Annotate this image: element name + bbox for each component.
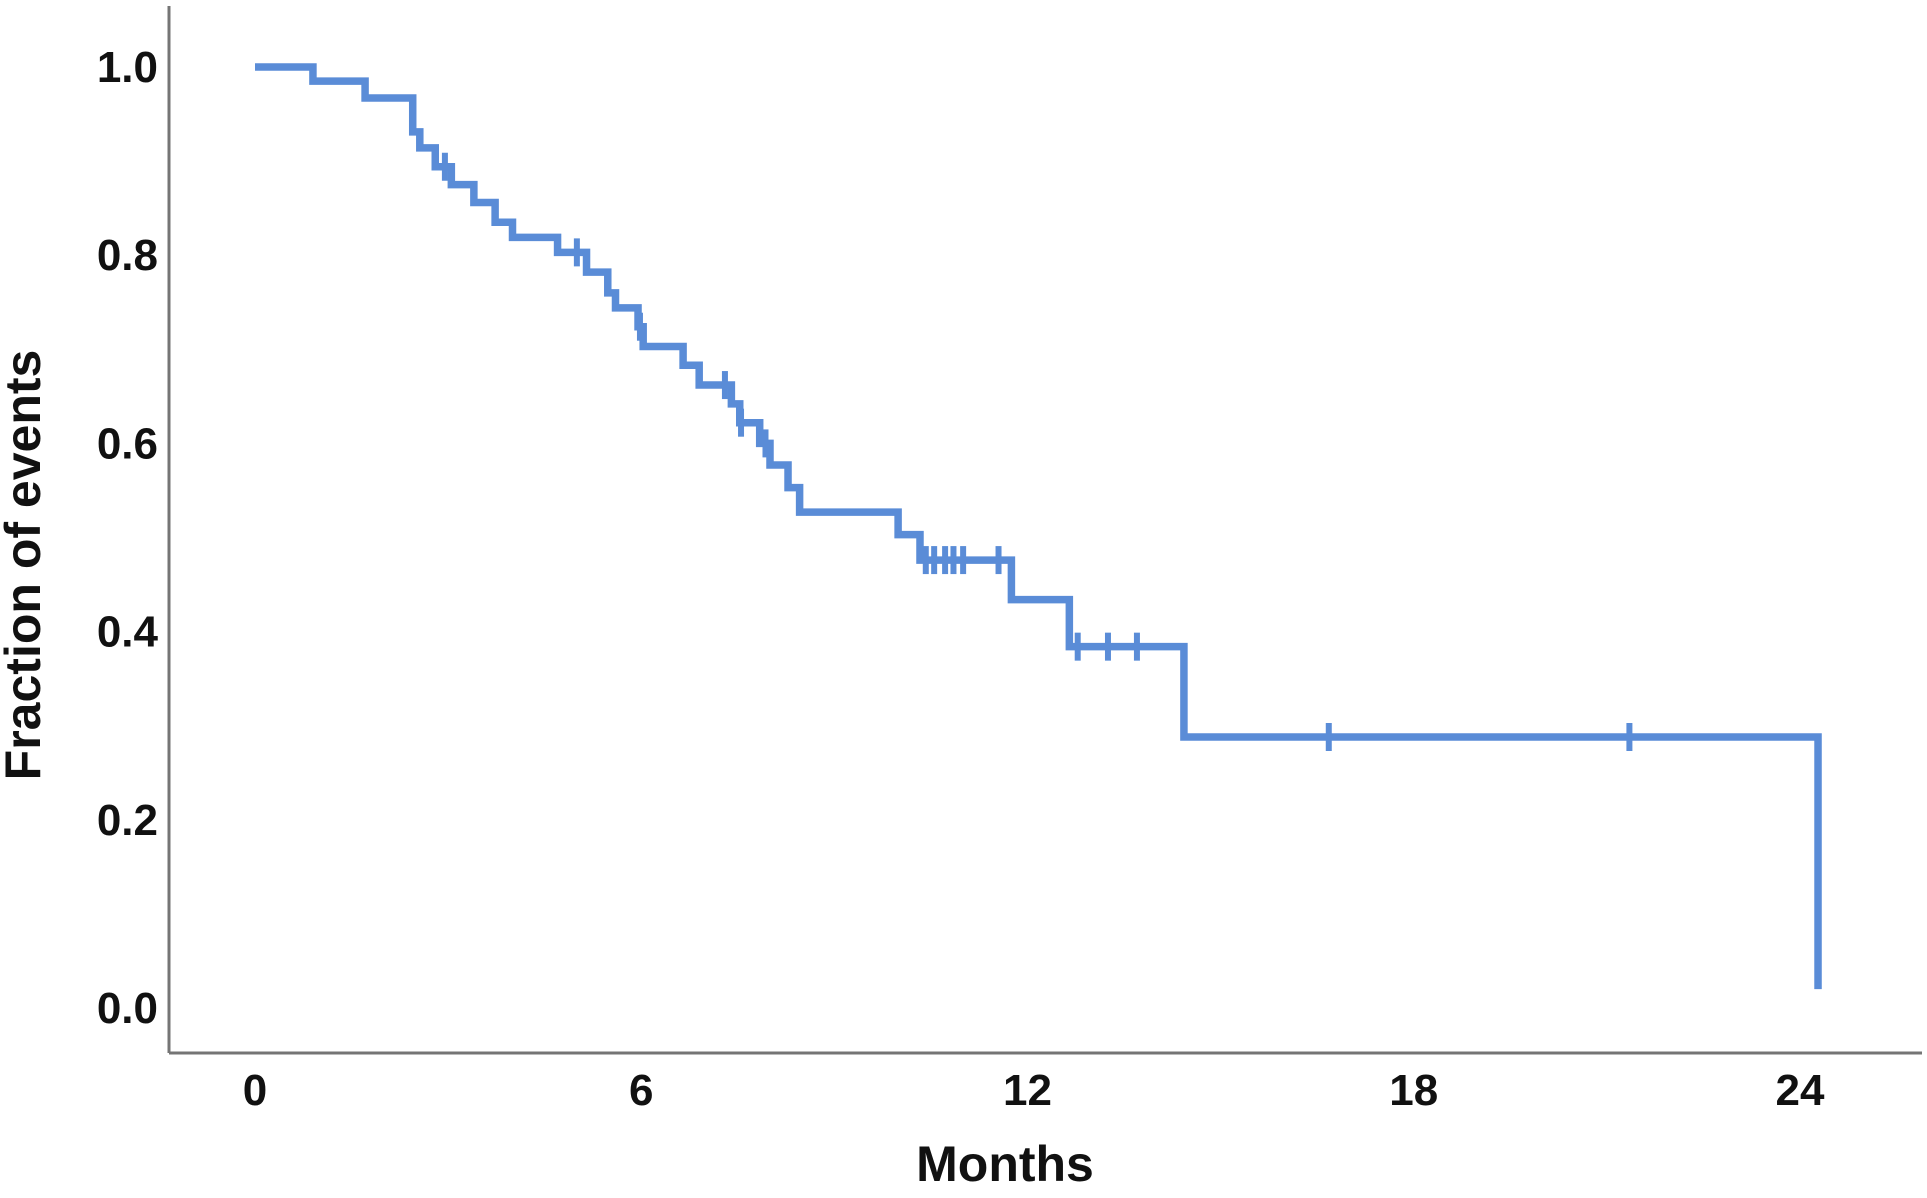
survival-curve-group: [255, 63, 1822, 990]
y-tick-label: 0.2: [97, 796, 158, 845]
x-tick-label: 12: [1003, 1066, 1052, 1115]
axes: [167, 6, 1922, 1055]
survival-step-curve: [255, 63, 1822, 990]
y-axis-tick-labels: 1.0 0.8 0.6 0.4 0.2 0.0: [97, 43, 159, 1033]
x-tick-label: 24: [1776, 1066, 1825, 1115]
y-tick-label: 1.0: [97, 43, 158, 92]
x-tick-label: 18: [1389, 1066, 1438, 1115]
x-axis-tick-labels: 0 6 12 18 24: [243, 1066, 1825, 1115]
y-tick-label: 0.0: [97, 984, 158, 1033]
y-tick-label: 0.6: [97, 419, 158, 468]
x-tick-label: 6: [629, 1066, 653, 1115]
y-tick-label: 0.8: [97, 231, 158, 280]
x-axis-title: Months: [916, 1136, 1094, 1192]
x-tick-label: 0: [243, 1066, 267, 1115]
y-tick-label: 0.4: [97, 608, 159, 657]
y-axis-title: Fraction of events: [0, 350, 51, 781]
